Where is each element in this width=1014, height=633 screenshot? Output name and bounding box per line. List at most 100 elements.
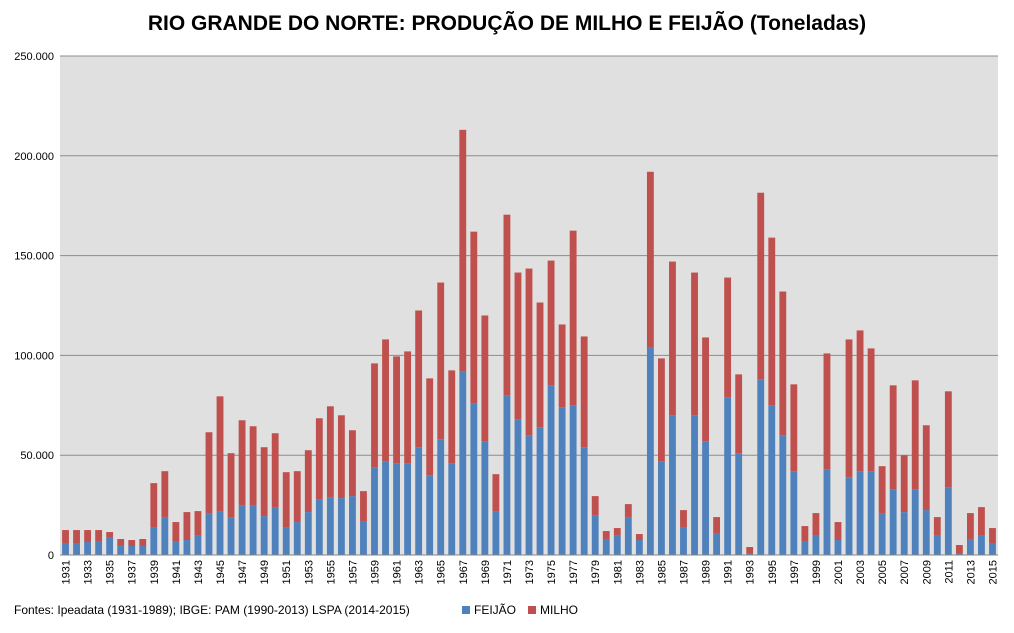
bar-feijao bbox=[889, 489, 897, 555]
x-tick-label: 2013 bbox=[965, 560, 977, 584]
bar-feijao bbox=[978, 535, 985, 555]
bar-feijao bbox=[304, 512, 312, 555]
x-tick-label: 1945 bbox=[215, 560, 227, 584]
bar-feijao bbox=[944, 487, 952, 555]
bar-feijao bbox=[845, 477, 853, 555]
bar-milho bbox=[227, 453, 235, 518]
bar-milho bbox=[481, 315, 489, 442]
bar-milho bbox=[525, 268, 533, 436]
bar-milho bbox=[183, 512, 191, 541]
bar-milho bbox=[238, 420, 246, 506]
bar-milho bbox=[900, 455, 908, 513]
bar-milho bbox=[702, 337, 709, 442]
bar-feijao bbox=[713, 533, 721, 555]
x-tick-label: 1941 bbox=[171, 560, 183, 584]
bar-feijao bbox=[558, 407, 566, 555]
x-tick-label: 1963 bbox=[414, 560, 426, 584]
x-tick-label: 1997 bbox=[789, 560, 801, 584]
bar-milho bbox=[757, 192, 765, 380]
x-tick-label: 1971 bbox=[502, 560, 514, 584]
bar-feijao bbox=[680, 527, 687, 555]
legend-label-feijao: FEIJÃO bbox=[474, 603, 517, 617]
bar-milho bbox=[260, 447, 268, 517]
bar-feijao bbox=[139, 546, 147, 555]
bar-milho bbox=[514, 272, 522, 420]
bar-feijao bbox=[128, 546, 136, 555]
bar-milho bbox=[337, 415, 345, 499]
y-tick-label: 150.000 bbox=[14, 251, 54, 263]
legend: FEIJÃO MILHO bbox=[462, 603, 590, 617]
bar-milho bbox=[558, 324, 566, 408]
x-tick-label: 1995 bbox=[767, 560, 779, 584]
bar-milho bbox=[282, 472, 290, 528]
bar-feijao bbox=[415, 447, 423, 555]
bar-feijao bbox=[172, 541, 180, 555]
bar-feijao bbox=[812, 535, 820, 555]
bar-feijao bbox=[635, 540, 643, 555]
x-tick-label: 1969 bbox=[480, 560, 492, 584]
y-tick-label: 100.000 bbox=[14, 350, 54, 362]
bar-feijao bbox=[702, 441, 709, 555]
bar-feijao bbox=[349, 496, 356, 555]
bar-milho bbox=[205, 432, 213, 514]
bar-feijao bbox=[525, 435, 533, 555]
bar-milho bbox=[845, 339, 853, 478]
bar-feijao bbox=[73, 543, 80, 555]
bar-milho bbox=[470, 231, 478, 404]
bar-milho bbox=[658, 358, 665, 462]
bar-feijao bbox=[514, 419, 522, 555]
bar-feijao bbox=[724, 397, 732, 555]
bar-milho bbox=[73, 530, 80, 544]
bar-milho bbox=[371, 363, 378, 468]
x-tick-label: 2015 bbox=[987, 560, 999, 584]
bar-milho bbox=[922, 425, 930, 511]
bar-feijao bbox=[580, 447, 588, 555]
y-tick-label: 200.000 bbox=[14, 151, 54, 163]
bar-milho bbox=[823, 353, 831, 470]
bar-feijao bbox=[801, 541, 809, 555]
bar-milho bbox=[878, 466, 886, 514]
x-tick-label: 1933 bbox=[83, 560, 95, 584]
legend-item-feijao: FEIJÃO bbox=[462, 603, 516, 617]
bar-milho bbox=[978, 507, 985, 536]
bar-feijao bbox=[216, 511, 224, 555]
x-tick-label: 2001 bbox=[833, 560, 845, 584]
bar-feijao bbox=[282, 527, 290, 555]
bar-milho bbox=[161, 471, 169, 518]
bar-feijao bbox=[900, 512, 908, 555]
bar-milho bbox=[415, 310, 423, 448]
bar-feijao bbox=[84, 542, 92, 555]
bar-milho bbox=[801, 526, 809, 542]
x-tick-label: 2009 bbox=[921, 560, 933, 584]
bar-milho bbox=[404, 351, 412, 464]
bar-feijao bbox=[326, 497, 334, 555]
x-tick-label: 1987 bbox=[678, 560, 690, 584]
x-tick-label: 1943 bbox=[193, 560, 205, 584]
x-tick-label: 1935 bbox=[105, 560, 117, 584]
x-tick-label: 1989 bbox=[701, 560, 713, 584]
chart-title: RIO GRANDE DO NORTE: PRODUÇÃO DE MILHO E… bbox=[147, 12, 867, 35]
x-tick-label: 2005 bbox=[877, 560, 889, 584]
bar-milho bbox=[911, 380, 919, 490]
bar-feijao bbox=[205, 513, 213, 555]
bar-milho bbox=[613, 528, 621, 536]
bar-feijao bbox=[382, 461, 389, 555]
bar-feijao bbox=[315, 499, 323, 555]
bar-milho bbox=[680, 510, 687, 528]
bar-feijao bbox=[933, 535, 941, 555]
legend-swatch-milho bbox=[528, 606, 537, 614]
x-tick-label: 1973 bbox=[524, 560, 536, 584]
bar-milho bbox=[349, 430, 356, 497]
bar-feijao bbox=[757, 379, 765, 555]
bar-feijao bbox=[989, 543, 996, 555]
bar-milho bbox=[955, 545, 963, 554]
bar-feijao bbox=[393, 463, 400, 555]
y-tick-label: 50.000 bbox=[20, 450, 54, 462]
bar-feijao bbox=[658, 461, 665, 555]
x-tick-label: 1961 bbox=[392, 560, 404, 584]
x-tick-label: 1953 bbox=[303, 560, 315, 584]
bar-feijao bbox=[437, 439, 445, 555]
bar-feijao bbox=[878, 513, 886, 555]
bar-feijao bbox=[227, 517, 235, 555]
bar-feijao bbox=[746, 553, 754, 555]
